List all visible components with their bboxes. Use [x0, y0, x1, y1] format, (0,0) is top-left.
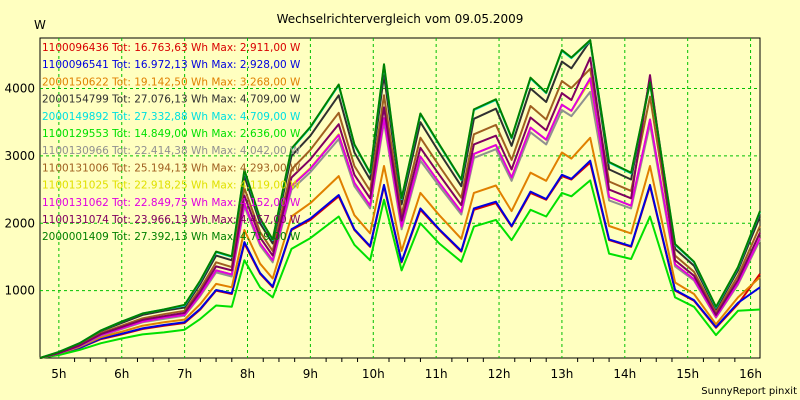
legend-entry-1100096541: 1100096541 Tot: 16.972,13 Wh Max: 2.928,…	[42, 59, 301, 71]
legend-entry-1100131074: 1100131074 Tot: 23.966,13 Wh Max: 4.457,…	[42, 214, 301, 226]
series-line-2000154799	[39, 39, 761, 359]
series-line-2000150622	[39, 136, 761, 359]
x-tick-label: 6h	[114, 367, 129, 381]
legend-entry-1100129553: 1100129553 Tot: 14.849,00 Wh Max: 2.636,…	[42, 128, 301, 140]
y-axis-label: W	[34, 18, 46, 32]
legend-entry-1100130966: 1100130966 Tot: 22.414,38 Wh Max: 4.042,…	[42, 145, 301, 157]
legend-entry-1100131006: 1100131006 Tot: 25.194,13 Wh Max: 4.293,…	[42, 162, 301, 174]
legend-entry-1100096436: 1100096436 Tot: 16.763,63 Wh Max: 2.911,…	[42, 42, 301, 54]
series-line-2000001409	[39, 39, 761, 359]
x-tick-label: 14h	[613, 367, 636, 381]
y-tick-label: 3000	[4, 149, 35, 163]
axis-ticks: 1000 2000 3000 4000 5h 6h 7h 8h 9h 10h 11h 12h 13h 14…	[4, 82, 762, 381]
legend-entry-2000149892: 2000149892 Tot: 27.332,88 Wh Max: 4.709,…	[42, 111, 301, 123]
series-line-1100131062	[39, 77, 761, 359]
series-line-1100096541	[39, 159, 761, 359]
x-tick-label: 10h	[362, 367, 385, 381]
x-tick-label: 11h	[425, 367, 448, 381]
x-tick-label: 12h	[488, 367, 511, 381]
x-tick-label: 9h	[303, 367, 318, 381]
legend-entry-2000150622: 2000150622 Tot: 19.142,50 Wh Max: 3.268,…	[42, 76, 301, 88]
x-tick-label: 5h	[51, 367, 66, 381]
legend-entry-1100131062: 1100131062 Tot: 22.849,75 Wh Max: 4.152,…	[42, 197, 301, 209]
legend-entry-2000154799: 2000154799 Tot: 27.076,13 Wh Max: 4.709,…	[42, 94, 301, 106]
grid	[40, 38, 760, 358]
chart-title: Wechselrichtervergleich vom 09.05.2009	[277, 12, 524, 26]
series-line-1100129553	[39, 179, 761, 359]
footer-credit: SunnyReport pinxit	[701, 386, 797, 397]
series-line-1100131074	[39, 56, 761, 359]
y-tick-label: 2000	[4, 216, 35, 230]
series-line-1100131006	[39, 67, 761, 359]
series-lines	[39, 39, 761, 359]
legend-entry-1100131025: 1100131025 Tot: 22.918,25 Wh Max: 4.119,…	[42, 180, 301, 192]
legend: 1100096436 Tot: 16.763,63 Wh Max: 2.911,…	[42, 42, 301, 243]
y-tick-label: 1000	[4, 284, 35, 298]
x-tick-label: 13h	[550, 367, 573, 381]
x-tick-label: 16h	[739, 367, 762, 381]
x-tick-label: 15h	[676, 367, 699, 381]
x-tick-label: 7h	[177, 367, 192, 381]
y-tick-label: 4000	[4, 82, 35, 96]
legend-entry-2000001409: 2000001409 Tot: 27.392,13 Wh Max: 4.719,…	[42, 231, 301, 243]
x-tick-label: 8h	[240, 367, 255, 381]
